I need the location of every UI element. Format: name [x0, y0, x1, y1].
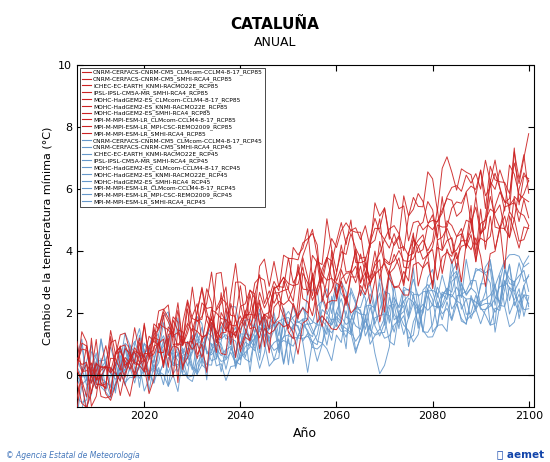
X-axis label: Año: Año [293, 427, 317, 440]
Text: CATALUÑA: CATALUÑA [230, 18, 320, 32]
Text: © Agencia Estatal de Meteorología: © Agencia Estatal de Meteorología [6, 451, 139, 460]
Text: ANUAL: ANUAL [254, 36, 296, 49]
Text: ⓐ aemet: ⓐ aemet [497, 450, 544, 460]
Y-axis label: Cambio de la temperatura mínima (°C): Cambio de la temperatura mínima (°C) [42, 127, 53, 345]
Legend: CNRM-CERFACS-CNRM-CM5_CLMcom-CCLM4-8-17_RCP85, CNRM-CERFACS-CNRM-CM5_SMHI-RCA4_R: CNRM-CERFACS-CNRM-CM5_CLMcom-CCLM4-8-17_… [80, 67, 265, 207]
